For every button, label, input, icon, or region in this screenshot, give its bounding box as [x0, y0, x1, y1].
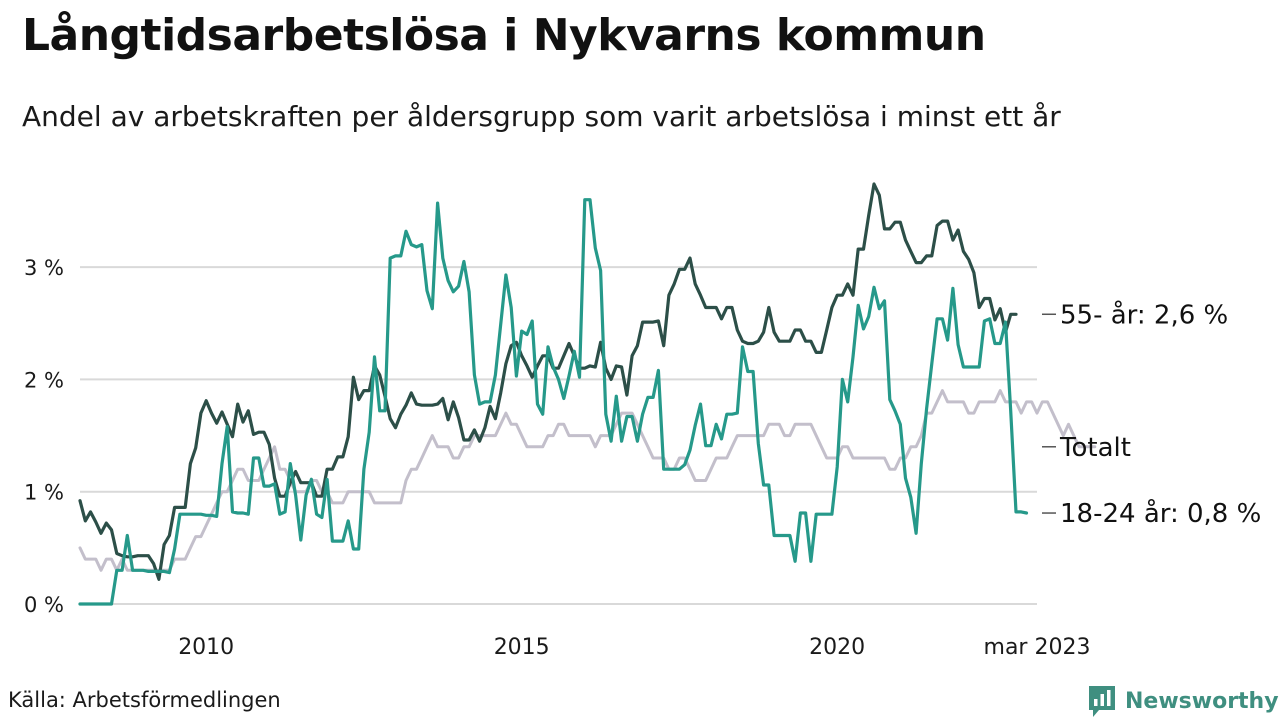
grid-lines: [80, 266, 1037, 605]
y-tick-label: 0 %: [24, 593, 64, 617]
y-tick-label: 2 %: [24, 368, 64, 392]
series-line-age_55: [78, 182, 1018, 581]
series-line-age_18_24: [78, 198, 1029, 606]
x-axis-labels: 2010 2015 2020 mar 2023: [178, 635, 1090, 660]
series-lines: [78, 182, 1097, 606]
series-end-label-age_55: 55- år: 2,6 %: [1060, 299, 1228, 330]
brand-logo: Newsworthy: [1087, 683, 1279, 719]
chart-title: Långtidsarbetslösa i Nykvarns kommun: [22, 10, 986, 61]
y-axis-labels: 0 % 1 % 2 % 3 %: [24, 256, 64, 617]
chart-subtitle: Andel av arbetskraften per åldersgrupp s…: [22, 100, 1061, 133]
brand-name: Newsworthy: [1125, 688, 1279, 714]
y-tick-label: 3 %: [24, 256, 64, 280]
x-tick-label: mar 2023: [984, 635, 1091, 660]
x-tick-label: 2020: [809, 635, 865, 660]
x-tick-label: 2010: [178, 635, 234, 660]
series-line-total: [78, 389, 1097, 572]
y-tick-label: 1 %: [24, 481, 64, 505]
x-tick-label: 2015: [494, 635, 550, 660]
newsworthy-icon: [1089, 686, 1115, 717]
series-end-label-total: Totalt: [1059, 433, 1131, 463]
source-note: Källa: Arbetsförmedlingen: [8, 688, 281, 712]
series-end-labels: 55- år: 2,6 % Totalt 18-24 år: 0,8 %: [1042, 299, 1261, 529]
series-end-label-age_18_24: 18-24 år: 0,8 %: [1060, 498, 1261, 529]
